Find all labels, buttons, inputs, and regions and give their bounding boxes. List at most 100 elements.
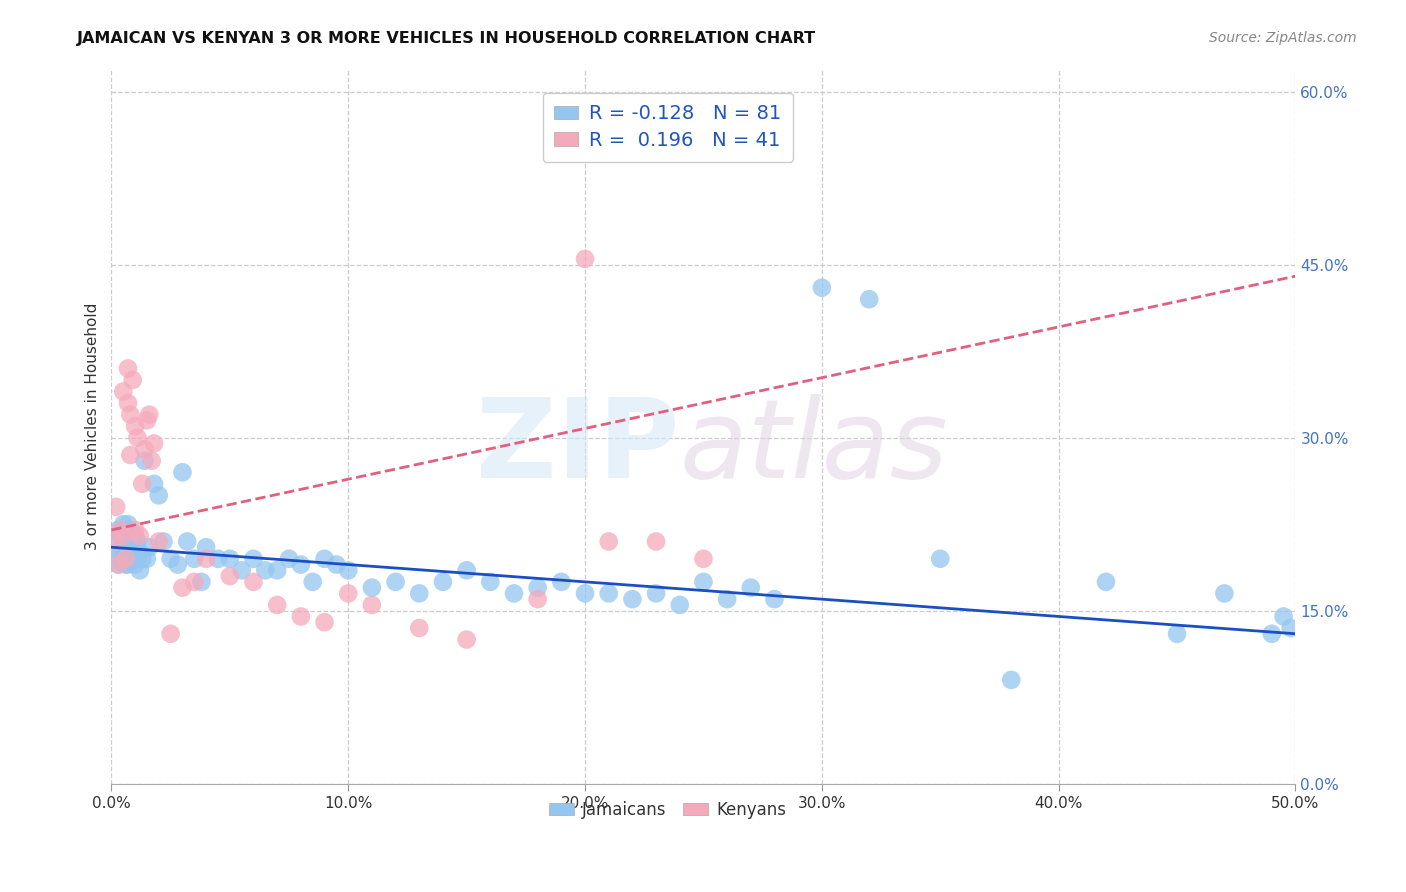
Point <box>574 586 596 600</box>
Point <box>138 408 160 422</box>
Point <box>120 529 142 543</box>
Point <box>172 581 194 595</box>
Point <box>278 551 301 566</box>
Point <box>929 551 952 566</box>
Point <box>242 551 264 566</box>
Point <box>231 563 253 577</box>
Point <box>266 563 288 577</box>
Point <box>127 551 149 566</box>
Point <box>114 558 136 572</box>
Point <box>763 592 786 607</box>
Point <box>183 574 205 589</box>
Point <box>110 546 132 560</box>
Point <box>456 563 478 577</box>
Text: Source: ZipAtlas.com: Source: ZipAtlas.com <box>1209 31 1357 45</box>
Point <box>598 534 620 549</box>
Point <box>117 546 139 560</box>
Point <box>692 551 714 566</box>
Point <box>290 558 312 572</box>
Point <box>301 574 323 589</box>
Point <box>114 534 136 549</box>
Point <box>456 632 478 647</box>
Point <box>112 541 135 555</box>
Point <box>131 551 153 566</box>
Legend: Jamaicans, Kenyans: Jamaicans, Kenyans <box>543 794 793 825</box>
Point <box>432 574 454 589</box>
Point <box>550 574 572 589</box>
Point <box>314 615 336 630</box>
Point <box>384 574 406 589</box>
Point <box>621 592 644 607</box>
Point <box>1261 627 1284 641</box>
Point <box>141 454 163 468</box>
Point <box>103 534 125 549</box>
Point <box>124 529 146 543</box>
Point <box>207 551 229 566</box>
Point <box>361 598 384 612</box>
Point <box>120 523 142 537</box>
Point <box>172 465 194 479</box>
Point <box>1166 627 1188 641</box>
Point <box>337 563 360 577</box>
Point <box>479 574 502 589</box>
Point <box>105 500 128 514</box>
Point <box>105 551 128 566</box>
Point <box>1272 609 1295 624</box>
Point <box>110 523 132 537</box>
Point <box>408 621 430 635</box>
Point <box>218 569 240 583</box>
Text: JAMAICAN VS KENYAN 3 OR MORE VEHICLES IN HOUSEHOLD CORRELATION CHART: JAMAICAN VS KENYAN 3 OR MORE VEHICLES IN… <box>77 31 817 46</box>
Text: atlas: atlas <box>679 394 949 501</box>
Point <box>117 558 139 572</box>
Point <box>314 551 336 566</box>
Point <box>112 517 135 532</box>
Point <box>1213 586 1236 600</box>
Point <box>107 558 129 572</box>
Point <box>692 574 714 589</box>
Point <box>110 529 132 543</box>
Point <box>176 534 198 549</box>
Point <box>124 419 146 434</box>
Point <box>107 558 129 572</box>
Point <box>103 534 125 549</box>
Point <box>121 546 143 560</box>
Point <box>124 558 146 572</box>
Point <box>112 551 135 566</box>
Point <box>361 581 384 595</box>
Point <box>811 281 834 295</box>
Point <box>117 396 139 410</box>
Point <box>136 551 159 566</box>
Point <box>290 609 312 624</box>
Point <box>242 574 264 589</box>
Point <box>668 598 690 612</box>
Point <box>858 292 880 306</box>
Point <box>503 586 526 600</box>
Point <box>124 523 146 537</box>
Point <box>128 546 150 560</box>
Point <box>159 551 181 566</box>
Point <box>127 431 149 445</box>
Point <box>148 534 170 549</box>
Point <box>114 529 136 543</box>
Point <box>143 476 166 491</box>
Point <box>117 517 139 532</box>
Point <box>195 541 218 555</box>
Point <box>143 436 166 450</box>
Point <box>127 534 149 549</box>
Point <box>195 551 218 566</box>
Point <box>136 413 159 427</box>
Point <box>121 373 143 387</box>
Point <box>266 598 288 612</box>
Point <box>107 523 129 537</box>
Point <box>166 558 188 572</box>
Point <box>112 384 135 399</box>
Text: ZIP: ZIP <box>477 394 679 501</box>
Point <box>131 476 153 491</box>
Point <box>325 558 347 572</box>
Point <box>114 551 136 566</box>
Point <box>128 563 150 577</box>
Point <box>120 408 142 422</box>
Point <box>716 592 738 607</box>
Point <box>408 586 430 600</box>
Point <box>526 592 548 607</box>
